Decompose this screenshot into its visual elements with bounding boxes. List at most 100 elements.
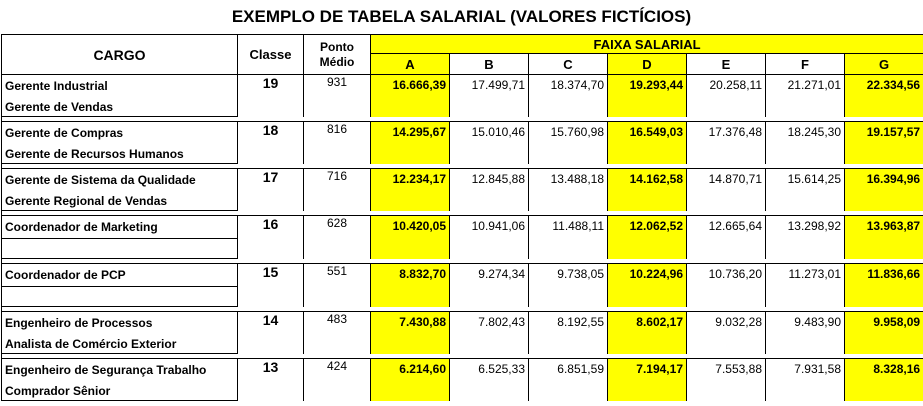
- salary-value-e: 10.736,20: [686, 263, 766, 307]
- salary-table: CARGO Classe Ponto Médio FAIXA SALARIAL …: [0, 34, 923, 401]
- ponto-medio-cell: 931: [303, 74, 371, 117]
- ponto-medio-cell: 816: [303, 121, 371, 164]
- salary-value-g: 19.157,57: [844, 121, 923, 164]
- salary-value-a: 14.295,67: [370, 121, 450, 164]
- cargo-cell: Coordenador de Marketing: [1, 215, 238, 239]
- classe-cell: 15: [237, 263, 304, 307]
- table-row: Analista de Comércio Exterior: [1, 334, 923, 354]
- salary-value-f: 15.614,25: [765, 168, 845, 211]
- cargo-cell: Engenheiro de Processos: [1, 311, 238, 334]
- cargo-cell: Gerente Industrial: [1, 74, 238, 97]
- salary-value-e: 17.376,48: [686, 121, 766, 164]
- ponto-medio-cell: 716: [303, 168, 371, 211]
- salary-value-a: 6.214,60: [370, 358, 450, 401]
- table-row: Gerente Regional de Vendas: [1, 191, 923, 211]
- salary-value-b: 10.941,06: [449, 215, 529, 259]
- salary-value-f: 21.271,01: [765, 74, 845, 117]
- salary-value-g: 11.836,66: [844, 263, 923, 307]
- classe-cell: 16: [237, 215, 304, 259]
- table-row: Gerente de Vendas: [1, 97, 923, 117]
- header-ponto-line1: Ponto: [320, 39, 354, 54]
- header-letter-d: D: [607, 53, 687, 75]
- header-letter-a: A: [370, 53, 450, 75]
- salary-value-a: 7.430,88: [370, 311, 450, 354]
- salary-value-g: 9.958,09: [844, 311, 923, 354]
- table-row: Comprador Sênior: [1, 381, 923, 401]
- salary-value-e: 9.032,28: [686, 311, 766, 354]
- table-row: Coordenador de PCP 15 551 8.832,70 9.274,34 9…: [1, 263, 923, 307]
- salary-value-f: 11.273,01: [765, 263, 845, 307]
- cargo-cell: Analista de Comércio Exterior: [1, 334, 238, 354]
- salary-value-f: 18.245,30: [765, 121, 845, 164]
- salary-value-b: 7.802,43: [449, 311, 529, 354]
- cargo-cell: [1, 238, 238, 259]
- salary-value-f: 13.298,92: [765, 215, 845, 259]
- classe-cell: 18: [237, 121, 304, 164]
- salary-value-d: 16.549,03: [607, 121, 687, 164]
- cargo-cell: Gerente de Sistema da Qualidade: [1, 168, 238, 191]
- salary-value-g: 8.328,16: [844, 358, 923, 401]
- table-row: [1, 286, 923, 307]
- table-row: Gerente de Compras 18 816 14.295,67 15.010,4…: [1, 121, 923, 164]
- salary-value-b: 15.010,46: [449, 121, 529, 164]
- table-row: Gerente de Recursos Humanos: [1, 144, 923, 164]
- salary-value-b: 17.499,71: [449, 74, 529, 117]
- header-faixa-salarial: FAIXA SALARIAL: [369, 34, 923, 54]
- salary-value-f: 9.483,90: [765, 311, 845, 354]
- header-letter-c: C: [528, 53, 608, 75]
- table-row: [1, 238, 923, 259]
- table-row: Engenheiro de Processos 14 483 7.430,88 7.80…: [1, 311, 923, 354]
- salary-value-e: 20.258,11: [686, 74, 766, 117]
- salary-value-c: 9.738,05: [528, 263, 608, 307]
- salary-value-f: 7.931,58: [765, 358, 845, 401]
- salary-value-c: 8.192,55: [528, 311, 608, 354]
- cargo-cell: Gerente de Compras: [1, 121, 238, 144]
- salary-value-a: 8.832,70: [370, 263, 450, 307]
- salary-value-b: 6.525,33: [449, 358, 529, 401]
- salary-value-b: 9.274,34: [449, 263, 529, 307]
- header-letter-g: G: [843, 53, 923, 75]
- header-letter-e: E: [686, 53, 766, 75]
- salary-value-b: 12.845,88: [449, 168, 529, 211]
- header-classe: Classe: [237, 34, 304, 75]
- cargo-cell: Coordenador de PCP: [1, 263, 238, 287]
- header-ponto-line2: Médio: [319, 54, 355, 69]
- ponto-medio-cell: 551: [303, 263, 371, 307]
- ponto-medio-cell: 483: [303, 311, 371, 354]
- salary-value-g: 16.394,96: [844, 168, 923, 211]
- classe-cell: 14: [237, 311, 304, 354]
- salary-value-c: 15.760,98: [528, 121, 608, 164]
- salary-value-d: 14.162,58: [607, 168, 687, 211]
- ponto-medio-cell: 424: [303, 358, 371, 401]
- salary-value-e: 12.665,64: [686, 215, 766, 259]
- cargo-cell: Gerente Regional de Vendas: [1, 191, 238, 211]
- classe-cell: 17: [237, 168, 304, 211]
- ponto-medio-cell: 628: [303, 215, 371, 259]
- salary-value-a: 12.234,17: [370, 168, 450, 211]
- salary-value-c: 6.851,59: [528, 358, 608, 401]
- salary-value-e: 14.870,71: [686, 168, 766, 211]
- cargo-cell: Gerente de Recursos Humanos: [1, 144, 238, 164]
- salary-value-a: 16.666,39: [370, 74, 450, 117]
- header-cargo: CARGO: [1, 34, 238, 75]
- cargo-cell: [1, 286, 238, 307]
- table-row: Gerente de Sistema da Qualidade 17 716 12.2…: [1, 168, 923, 211]
- salary-value-c: 18.374,70: [528, 74, 608, 117]
- salary-value-c: 11.488,11: [528, 215, 608, 259]
- table-row: Coordenador de Marketing 16 628 10.420,05 10…: [1, 215, 923, 259]
- salary-value-a: 10.420,05: [370, 215, 450, 259]
- page-title: EXEMPLO DE TABELA SALARIAL (VALORES FICT…: [231, 7, 692, 26]
- classe-cell: 13: [237, 358, 304, 401]
- table-row: Gerente Industrial 19 931 16.666,39 17.499,7…: [1, 74, 923, 117]
- header-letter-f: F: [765, 53, 845, 75]
- header-letter-b: B: [449, 53, 529, 75]
- salary-value-c: 13.488,18: [528, 168, 608, 211]
- table-row: Engenheiro de Segurança Trabalho 13 424 6.2…: [1, 358, 923, 401]
- salary-value-g: 22.334,56: [844, 74, 923, 117]
- classe-cell: 19: [237, 74, 304, 117]
- salary-value-d: 7.194,17: [607, 358, 687, 401]
- salary-value-d: 12.062,52: [607, 215, 687, 259]
- salary-value-e: 7.553,88: [686, 358, 766, 401]
- cargo-cell: Gerente de Vendas: [1, 97, 238, 117]
- cargo-cell: Engenheiro de Segurança Trabalho: [1, 358, 238, 381]
